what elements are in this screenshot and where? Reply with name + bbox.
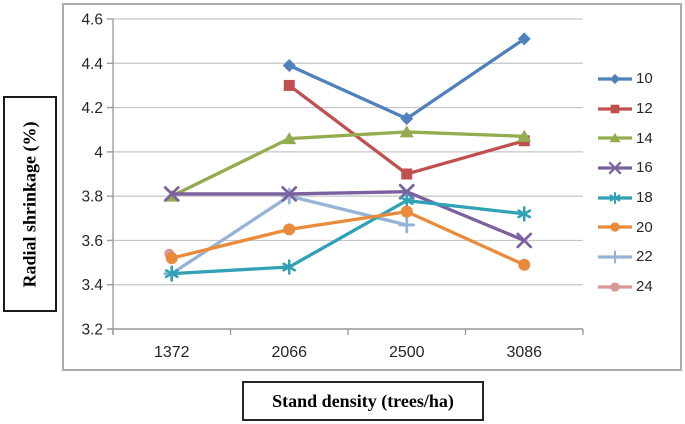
legend-item-12: 12 — [597, 94, 653, 124]
marker-asterisk — [164, 265, 179, 282]
legend-marker-plus-icon — [598, 250, 632, 264]
series-18 — [164, 192, 532, 282]
marker-circle — [518, 258, 531, 271]
legend-item-10: 10 — [597, 64, 653, 94]
y-axis-title: Radial shrinkage (%) — [19, 120, 40, 288]
series-14 — [164, 125, 532, 202]
marker-triangle — [282, 132, 297, 145]
marker-asterisk — [517, 206, 532, 222]
marker-triangle — [517, 129, 532, 142]
marker-asterisk — [399, 192, 414, 209]
legend-label: 18 — [636, 189, 653, 207]
legend-label: 20 — [636, 218, 653, 236]
marker-circle — [283, 223, 296, 236]
x-tick-label: 1372 — [154, 344, 190, 361]
marker-asterisk — [609, 191, 621, 204]
marker-diamond — [609, 73, 621, 84]
legend-marker-diamond-icon — [598, 73, 632, 84]
y-axis-title-box: Radial shrinkage (%) — [3, 96, 57, 312]
marker-asterisk — [282, 259, 297, 275]
marker-x — [608, 161, 622, 175]
legend-item-16: 16 — [597, 153, 653, 183]
series-16 — [163, 183, 533, 249]
x-tick-label: 2500 — [389, 344, 425, 361]
legend-marker-circle-small-icon — [598, 281, 632, 292]
marker-plus — [608, 250, 622, 264]
marker-plus — [398, 216, 416, 234]
legend-label: 24 — [636, 278, 653, 296]
legend-marker-triangle-icon — [598, 133, 632, 143]
legend-item-20: 20 — [597, 212, 653, 242]
marker-x — [516, 232, 533, 249]
marker-triangle — [399, 125, 414, 138]
legend-label: 22 — [636, 248, 653, 266]
marker-circle — [610, 222, 620, 232]
y-tick-label: 4.4 — [81, 56, 103, 73]
y-tick-label: 4.2 — [81, 100, 103, 117]
marker-x — [398, 183, 415, 200]
series-line-20 — [171, 209, 525, 267]
marker-diamond — [517, 32, 531, 46]
marker-circle — [165, 252, 178, 265]
legend-marker-x-icon — [598, 161, 632, 175]
legend-label: 14 — [636, 129, 653, 147]
series-20 — [165, 205, 531, 271]
legend-item-18: 18 — [597, 183, 653, 213]
marker-x — [281, 186, 298, 202]
x-axis-title-box: Stand density (trees/ha) — [242, 381, 484, 421]
marker-circle — [610, 281, 620, 292]
legend-item-22: 22 — [597, 242, 653, 272]
series-line-10 — [288, 37, 526, 121]
marker-diamond — [400, 112, 414, 126]
y-tick-label: 4 — [94, 144, 103, 161]
legend-item-14: 14 — [597, 123, 653, 153]
legend-label: 12 — [636, 100, 653, 118]
legend-marker-asterisk-icon — [598, 191, 632, 204]
x-tick-label: 3086 — [506, 344, 542, 361]
x-axis-title: Stand density (trees/ha) — [272, 390, 454, 411]
x-tick-label: 2066 — [271, 344, 307, 361]
y-tick-label: 3.4 — [81, 277, 103, 294]
marker-plus — [280, 187, 298, 205]
legend-label: 10 — [636, 70, 653, 88]
marker-x — [163, 186, 180, 202]
series-line-16 — [171, 190, 525, 242]
marker-triangle — [609, 133, 621, 143]
legend-marker-square-icon — [598, 104, 632, 113]
legend-marker-circle-icon — [598, 222, 632, 232]
marker-diamond — [282, 59, 296, 72]
y-tick-label: 3.8 — [81, 189, 103, 206]
marker-square — [610, 104, 620, 113]
y-tick-label: 4.6 — [81, 12, 103, 29]
marker-circle — [400, 205, 413, 218]
y-tick-label: 3.2 — [81, 322, 103, 339]
legend-item-24: 24 — [597, 272, 653, 302]
marker-square — [283, 79, 295, 91]
series-line-14 — [171, 130, 525, 198]
y-tick-label: 3.6 — [81, 233, 103, 250]
series-line-18 — [171, 198, 525, 276]
marker-square — [401, 168, 413, 180]
legend-label: 16 — [636, 159, 653, 177]
series-10 — [282, 32, 531, 126]
legend: 10 12 14 16 18 20 22 24 — [597, 64, 653, 302]
